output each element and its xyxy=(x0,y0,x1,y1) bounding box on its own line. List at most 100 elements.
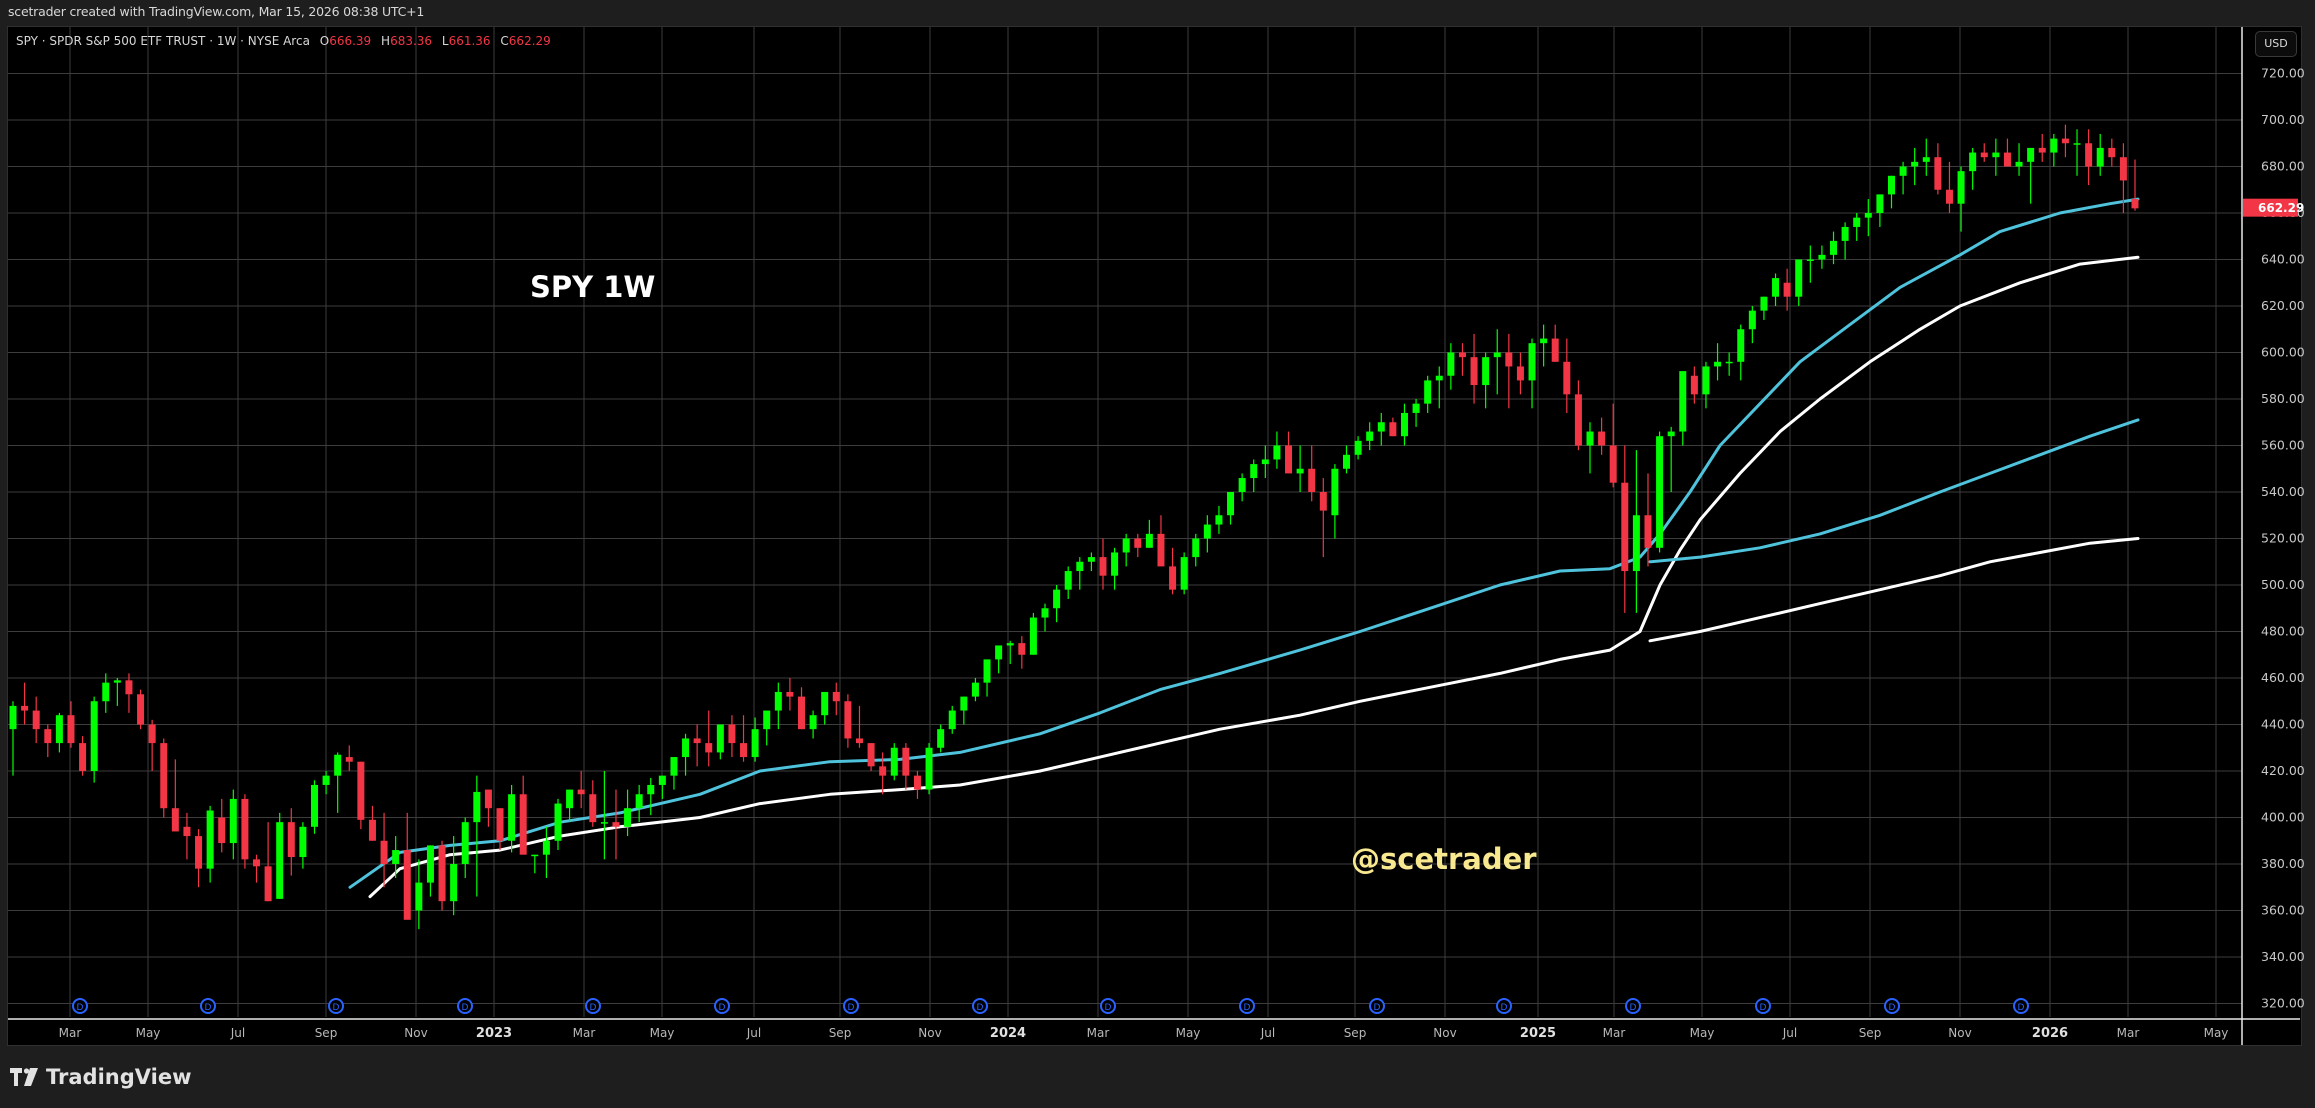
svg-text:D: D xyxy=(1374,1003,1381,1013)
candle xyxy=(1458,343,1466,376)
time-tick-label: Mar xyxy=(573,1026,596,1040)
dividend-marker-icon[interactable]: D xyxy=(457,998,473,1014)
candle xyxy=(1238,473,1246,502)
svg-text:D: D xyxy=(1760,1003,1767,1013)
currency-button[interactable]: USD xyxy=(2255,31,2297,57)
moving-average-line xyxy=(348,197,2140,889)
price-tick-label: 540.00 xyxy=(2261,484,2305,499)
candle xyxy=(1737,324,1745,381)
moving-average-line xyxy=(368,255,2140,899)
dividend-marker-icon[interactable]: D xyxy=(1100,998,1116,1014)
candle xyxy=(1145,519,1153,548)
candle xyxy=(809,710,817,739)
dividend-marker-icon[interactable]: D xyxy=(843,998,859,1014)
dividend-marker-icon[interactable]: D xyxy=(585,998,601,1014)
price-tick-label: 520.00 xyxy=(2261,531,2305,546)
candle xyxy=(206,805,214,883)
candle xyxy=(1887,175,1895,209)
moving-average-line xyxy=(1648,418,2140,564)
dividend-marker-icon[interactable]: D xyxy=(1884,998,1900,1014)
candle xyxy=(1319,478,1327,558)
candle xyxy=(740,715,748,762)
candle xyxy=(1690,366,1698,404)
candle xyxy=(600,771,608,860)
candle xyxy=(299,822,307,869)
candle xyxy=(484,789,492,827)
price-tick-label: 420.00 xyxy=(2261,763,2305,778)
dividend-marker-icon[interactable]: D xyxy=(328,998,344,1014)
dividend-marker-icon[interactable]: D xyxy=(72,998,88,1014)
dividend-marker-icon[interactable]: D xyxy=(714,998,730,1014)
candle xyxy=(589,780,597,827)
candle xyxy=(276,812,284,899)
plot-area[interactable] xyxy=(8,27,2242,1017)
candle xyxy=(995,645,1003,674)
candle xyxy=(1853,213,1861,241)
candle xyxy=(913,771,921,799)
candle xyxy=(786,678,794,711)
symbol-legend: SPY · SPDR S&P 500 ETF TRUST · 1W · NYSE… xyxy=(16,34,551,48)
candle xyxy=(195,829,203,888)
time-axis[interactable] xyxy=(8,1017,2242,1045)
candle xyxy=(519,775,527,855)
tradingview-logo[interactable]: TradingView xyxy=(10,1065,191,1089)
svg-text:D: D xyxy=(77,1003,84,1013)
time-tick-label: May xyxy=(1176,1026,1201,1040)
candle xyxy=(496,808,504,851)
dividend-marker-icon[interactable]: D xyxy=(1239,998,1255,1014)
candle xyxy=(1795,259,1803,306)
dividend-marker-icon[interactable]: D xyxy=(1755,998,1771,1014)
dividend-marker-icon[interactable]: D xyxy=(1625,998,1641,1014)
candle xyxy=(2003,138,2011,167)
open-label: O xyxy=(319,34,330,48)
dividend-marker-icon[interactable]: D xyxy=(200,998,216,1014)
candle xyxy=(971,678,979,702)
attribution-text: scetrader created with TradingView.com, … xyxy=(8,4,425,19)
candle xyxy=(1203,515,1211,553)
candle xyxy=(1760,296,1768,320)
price-tick-label: 500.00 xyxy=(2261,577,2305,592)
candle xyxy=(1342,445,1350,474)
time-tick-label: 2023 xyxy=(476,1026,512,1041)
dividend-marker-icon[interactable]: D xyxy=(2013,998,2029,1014)
dividend-marker-icon[interactable]: D xyxy=(1369,998,1385,1014)
price-tick-label: 340.00 xyxy=(2261,949,2305,964)
candle xyxy=(2050,133,2058,167)
candle xyxy=(1250,459,1258,492)
price-tick-label: 700.00 xyxy=(2261,112,2305,127)
price-axis[interactable] xyxy=(2242,27,2300,1045)
candle xyxy=(1273,431,1281,469)
close-value: 662.29 xyxy=(508,34,551,48)
candle xyxy=(357,761,365,830)
candle xyxy=(1783,268,1791,311)
candle xyxy=(79,736,87,776)
svg-text:D: D xyxy=(1501,1003,1508,1013)
candle xyxy=(1076,557,1084,590)
svg-text:D: D xyxy=(848,1003,855,1013)
svg-text:D: D xyxy=(462,1003,469,1013)
candle xyxy=(682,733,690,776)
candle xyxy=(229,789,237,860)
tradingview-brand: TradingView xyxy=(46,1065,192,1089)
price-tick-label: 560.00 xyxy=(2261,438,2305,453)
candle xyxy=(2073,129,2081,176)
svg-text:D: D xyxy=(719,1003,726,1013)
candle xyxy=(612,789,620,860)
candle xyxy=(1725,352,1733,376)
candle xyxy=(2131,159,2139,211)
dividend-marker-icon[interactable]: D xyxy=(972,998,988,1014)
candle xyxy=(1864,199,1872,237)
candle xyxy=(253,854,261,883)
candle xyxy=(1609,403,1617,488)
candle xyxy=(2015,143,2023,176)
candle xyxy=(542,826,550,878)
time-tick-label: Nov xyxy=(918,1026,941,1040)
candle xyxy=(113,678,121,706)
candle xyxy=(554,798,562,851)
candle xyxy=(1818,245,1826,269)
dividend-marker-icon[interactable]: D xyxy=(1496,998,1512,1014)
candle xyxy=(1806,245,1814,283)
candle xyxy=(937,724,945,753)
svg-text:662.29: 662.29 xyxy=(2258,201,2304,215)
